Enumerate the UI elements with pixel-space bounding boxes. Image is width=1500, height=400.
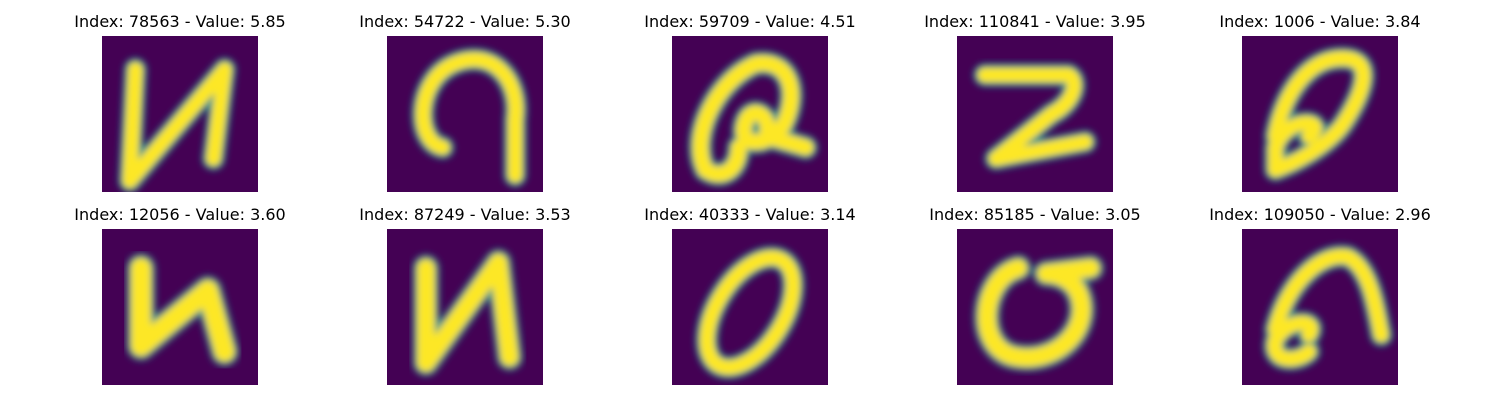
panel-title: Index: 40333 - Value: 3.14 xyxy=(644,205,856,224)
digit-image xyxy=(102,36,258,192)
digit-image xyxy=(387,36,543,192)
digit-image xyxy=(672,36,828,192)
grid-panel-4: Index: 110841 - Value: 3.95 xyxy=(910,12,1160,202)
digit-image xyxy=(1242,36,1398,192)
grid-panel-3: Index: 59709 - Value: 4.51 xyxy=(625,12,875,202)
grid-panel-1: Index: 78563 - Value: 5.85 xyxy=(55,12,305,202)
panel-title: Index: 110841 - Value: 3.95 xyxy=(924,12,1146,31)
panel-title: Index: 87249 - Value: 3.53 xyxy=(359,205,571,224)
panel-title: Index: 109050 - Value: 2.96 xyxy=(1209,205,1431,224)
grid-panel-7: Index: 87249 - Value: 3.53 xyxy=(340,205,590,395)
grid-panel-6: Index: 12056 - Value: 3.60 xyxy=(55,205,305,395)
grid-panel-8: Index: 40333 - Value: 3.14 xyxy=(625,205,875,395)
digit-image xyxy=(672,229,828,385)
grid-panel-2: Index: 54722 - Value: 5.30 xyxy=(340,12,590,202)
panel-title: Index: 12056 - Value: 3.60 xyxy=(74,205,286,224)
digit-image xyxy=(1242,229,1398,385)
panel-title: Index: 59709 - Value: 4.51 xyxy=(644,12,856,31)
digit-image xyxy=(387,229,543,385)
panel-title: Index: 78563 - Value: 5.85 xyxy=(74,12,286,31)
grid-panel-10: Index: 109050 - Value: 2.96 xyxy=(1195,205,1445,395)
panel-title: Index: 54722 - Value: 5.30 xyxy=(359,12,571,31)
digit-image xyxy=(957,36,1113,192)
grid-panel-5: Index: 1006 - Value: 3.84 xyxy=(1195,12,1445,202)
digit-image xyxy=(957,229,1113,385)
digit-image xyxy=(102,229,258,385)
grid-panel-9: Index: 85185 - Value: 3.05 xyxy=(910,205,1160,395)
panel-title: Index: 1006 - Value: 3.84 xyxy=(1219,12,1421,31)
panel-title: Index: 85185 - Value: 3.05 xyxy=(929,205,1141,224)
